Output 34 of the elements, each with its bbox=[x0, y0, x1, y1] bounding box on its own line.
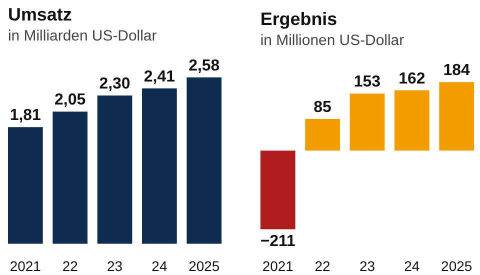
data-label: 2,41 bbox=[144, 68, 176, 86]
x-tick-label: 2025 bbox=[188, 258, 220, 274]
data-label: 184 bbox=[443, 62, 470, 80]
bar bbox=[52, 112, 88, 244]
x-tick-label: 24 bbox=[404, 258, 420, 274]
bar bbox=[186, 77, 222, 244]
x-tick-label: 2021 bbox=[10, 258, 42, 274]
bar bbox=[350, 94, 385, 151]
data-label: 85 bbox=[314, 98, 332, 116]
data-label: 162 bbox=[398, 70, 426, 88]
x-tick-label: 22 bbox=[314, 258, 331, 274]
data-label: 2,05 bbox=[54, 92, 86, 109]
chart-subtitle: in Milliarden US-Dollar bbox=[8, 28, 157, 44]
x-tick-label: 24 bbox=[152, 258, 168, 274]
bar bbox=[305, 118, 340, 151]
bar bbox=[260, 150, 296, 230]
x-tick-label: 22 bbox=[62, 258, 78, 274]
bar bbox=[97, 95, 132, 244]
chart-subtitle: in Millionen US-Dollar bbox=[260, 32, 404, 50]
data-label: −211 bbox=[260, 233, 296, 250]
data-label: 2,58 bbox=[188, 57, 220, 74]
data-label: 2,30 bbox=[99, 75, 130, 92]
bar bbox=[142, 88, 177, 244]
data-label: 1,81 bbox=[10, 107, 42, 124]
chart-title: Ergebnis bbox=[260, 9, 338, 30]
bar bbox=[8, 127, 43, 244]
x-tick-label: 23 bbox=[359, 258, 376, 274]
bar bbox=[394, 90, 430, 151]
x-tick-label: 2021 bbox=[262, 258, 294, 274]
x-tick-label: 2025 bbox=[441, 258, 472, 274]
bar bbox=[439, 82, 474, 151]
data-label: 153 bbox=[354, 74, 381, 91]
chart-title: Umsatz bbox=[8, 4, 72, 25]
x-tick-label: 23 bbox=[106, 258, 123, 274]
